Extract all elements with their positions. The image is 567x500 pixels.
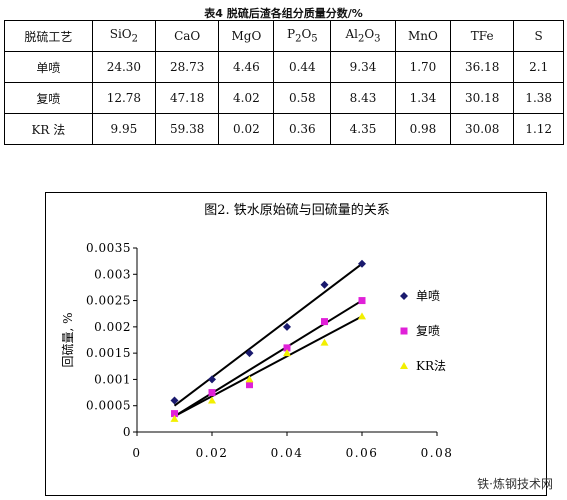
y-tick-label: 0.0035 [86, 241, 131, 255]
legend-label: 复喷 [416, 324, 440, 338]
table-row: 复喷 12.78 47.18 4.02 0.58 8.43 1.34 30.18… [4, 82, 564, 114]
data-point [358, 297, 366, 305]
trend-line [173, 299, 363, 418]
x-tick-label: 0.08 [421, 446, 454, 460]
legend-marker [400, 292, 408, 300]
table-cell: 0.98 [394, 113, 452, 145]
table-cell: 24.30 [91, 51, 157, 83]
data-point [245, 375, 254, 383]
data-point [358, 259, 366, 268]
data-point [208, 396, 216, 404]
table-cell: 0.36 [273, 113, 332, 145]
data-point [321, 318, 328, 326]
data-point [320, 338, 329, 346]
y-tick-label: 0.003 [94, 267, 131, 281]
data-point [320, 280, 329, 289]
table-cell: 4.46 [218, 51, 275, 83]
table-cell: 0.58 [273, 82, 332, 114]
data-point [245, 349, 254, 358]
table-cell: 59.38 [155, 113, 220, 145]
data-point [208, 389, 216, 397]
table-cell: 2.1 [513, 51, 564, 83]
header-mgo: MgO [218, 20, 275, 52]
trend-line [173, 262, 363, 407]
header-p2o5: P2O5 [273, 20, 332, 52]
legend-label: KR法 [416, 359, 446, 373]
table-cell: 30.08 [450, 113, 515, 145]
data-point [283, 322, 291, 331]
data-point [170, 396, 179, 405]
table-caption: 表4 脱硫后渣各组分质量分数/% [204, 7, 363, 20]
y-tick-label: 0.0005 [86, 399, 131, 413]
data-point [358, 312, 366, 320]
data-point [283, 349, 291, 357]
header-tfe: TFe [450, 20, 515, 52]
table-cell: 复喷 [4, 82, 93, 114]
table-cell: 47.18 [155, 82, 220, 114]
data-point [246, 381, 253, 389]
table-cell: 1.12 [513, 113, 564, 145]
y-tick-label: 0.0025 [86, 294, 131, 308]
y-axis-label: 回硫量, % [60, 312, 75, 367]
y-tick-label: 0.001 [94, 372, 131, 386]
table-cell: 0.44 [273, 51, 332, 83]
x-tick-label: 0 [132, 446, 141, 460]
data-point [283, 344, 291, 352]
table-cell: 4.02 [218, 82, 275, 114]
x-tick-label: 0.04 [271, 446, 304, 460]
header-s: S [513, 20, 564, 52]
legend-marker [400, 327, 408, 335]
table-cell: KR 法 [4, 113, 93, 145]
data-point [208, 375, 216, 384]
header-process: 脱硫工艺 [4, 20, 93, 52]
data-point [170, 414, 179, 422]
table-cell: 8.43 [330, 82, 396, 114]
chart-title: 图2. 铁水原始硫与回硫量的关系 [204, 202, 390, 218]
table-row: KR 法 9.95 59.38 0.02 0.36 4.35 0.98 30.0… [4, 113, 564, 145]
legend-label: 单喷 [416, 289, 440, 303]
x-tick-label: 0.06 [346, 446, 379, 460]
y-tick-label: 0.0015 [86, 346, 131, 360]
y-tick-label: 0 [123, 425, 131, 439]
data-point [171, 410, 178, 418]
table-cell: 9.34 [330, 51, 396, 83]
x-tick-label: 0.02 [196, 446, 229, 460]
table-cell: 9.95 [91, 113, 157, 145]
table-header-row: 脱硫工艺 SiO2 CaO MgO P2O5 Al2O3 MnO TFe S [4, 20, 564, 52]
chart-frame [45, 192, 547, 496]
table-cell: 0.02 [218, 113, 275, 145]
legend-marker [400, 362, 408, 369]
watermark-text: 铁·炼钢技术网 [477, 476, 553, 491]
composition-table: 脱硫工艺 SiO2 CaO MgO P2O5 Al2O3 MnO TFe S 单… [4, 20, 564, 145]
y-tick-label: 0.002 [94, 320, 131, 334]
table-cell: 30.18 [450, 82, 515, 114]
table-cell: 4.35 [330, 113, 396, 145]
table-row: 单喷 24.30 28.73 4.46 0.44 9.34 1.70 36.18… [4, 51, 564, 83]
table-cell: 12.78 [91, 82, 157, 114]
trend-line [174, 315, 363, 418]
header-sio2: SiO2 [91, 20, 157, 52]
